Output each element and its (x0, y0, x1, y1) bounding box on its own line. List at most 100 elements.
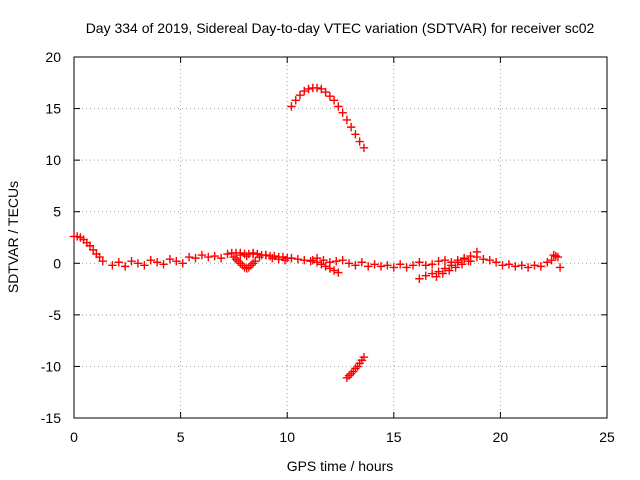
data-point (72, 232, 82, 241)
data-point (421, 271, 430, 280)
data-point (511, 262, 520, 271)
series-early-decay (69, 232, 107, 266)
data-point (438, 269, 448, 278)
y-tick-label: 0 (53, 255, 61, 271)
data-point (216, 253, 226, 263)
data-point (523, 263, 533, 272)
data-point (92, 249, 101, 259)
data-point (364, 262, 373, 271)
y-tick-label: 5 (53, 204, 61, 220)
data-point (415, 274, 424, 283)
x-tick-label: 10 (279, 429, 295, 445)
data-point (85, 241, 95, 250)
data-point (253, 249, 262, 259)
data-point (325, 91, 335, 101)
data-point (453, 258, 462, 267)
series-late-ramp (415, 247, 482, 283)
plot-frame (73, 56, 608, 419)
data-point (427, 260, 437, 269)
data-point (466, 251, 475, 261)
data-point (498, 261, 507, 270)
series-positive-arc (287, 83, 369, 152)
data-point (555, 263, 565, 272)
data-point (178, 259, 187, 268)
data-point (325, 264, 335, 273)
data-point (434, 257, 443, 266)
data-point (236, 248, 245, 258)
data-point (472, 247, 482, 257)
data-point (79, 235, 88, 244)
x-tick-label: 25 (599, 429, 615, 445)
x-axis-label: GPS time / hours (287, 458, 394, 474)
data-point (464, 257, 473, 266)
x-tick-label: 20 (493, 429, 509, 445)
chart-title: Day 334 of 2019, Sidereal Day-to-day VTE… (86, 20, 595, 36)
y-tick-label: 15 (45, 101, 61, 117)
data-point (133, 259, 143, 268)
data-point (317, 260, 326, 269)
data-point (127, 257, 136, 266)
data-point (338, 108, 347, 117)
data-point (432, 272, 441, 281)
data-point (278, 252, 288, 262)
data-point (491, 258, 501, 267)
data-point (434, 267, 443, 276)
data-point (210, 251, 219, 261)
data-point (334, 102, 343, 111)
data-point (223, 249, 232, 259)
data-point (300, 86, 309, 96)
data-point (114, 258, 123, 267)
grid-lines (74, 57, 607, 418)
data-point (451, 263, 460, 272)
data-point (457, 260, 467, 269)
data-point (261, 250, 271, 260)
data-point (321, 87, 330, 97)
data-point (440, 264, 450, 273)
series-dip-8h (231, 254, 260, 273)
data-point (204, 252, 213, 262)
data-point (342, 115, 352, 125)
data-point (402, 263, 411, 272)
data-point (304, 84, 313, 94)
data-point (98, 257, 107, 266)
data-point (344, 259, 354, 268)
data-point (355, 137, 364, 146)
data-point (351, 261, 360, 270)
data-point (251, 257, 260, 266)
data-point (270, 251, 279, 261)
data-point (191, 253, 200, 263)
data-point (415, 258, 424, 267)
y-tick-label: -10 (41, 358, 61, 374)
data-point (82, 238, 91, 247)
data-point (300, 255, 309, 265)
data-point (291, 96, 300, 105)
data-point (421, 261, 430, 270)
data-point (553, 252, 563, 262)
data-point (293, 254, 303, 264)
data-point (479, 254, 488, 264)
data-series (69, 83, 565, 382)
data-point (383, 261, 392, 270)
data-point (197, 250, 207, 260)
data-point (359, 352, 369, 362)
data-point (459, 254, 469, 264)
data-point (312, 83, 322, 93)
data-point (88, 245, 98, 255)
data-point (287, 102, 296, 111)
data-point (120, 262, 130, 271)
data-point (332, 257, 341, 266)
series-negative-arc (342, 352, 369, 382)
data-point (447, 261, 456, 270)
data-point (146, 255, 155, 265)
data-point (283, 253, 292, 263)
data-point (427, 269, 437, 278)
data-point (346, 122, 356, 132)
data-point (517, 261, 526, 270)
data-point (445, 266, 454, 275)
series-late-ramp-2 (432, 257, 473, 281)
axes (73, 56, 608, 419)
ticks: 0 5 10 15 20 25 -15 -10 -5 0 5 10 15 20 (41, 49, 615, 445)
data-point (308, 255, 317, 265)
data-point (338, 255, 347, 265)
y-tick-label: 20 (45, 49, 61, 65)
